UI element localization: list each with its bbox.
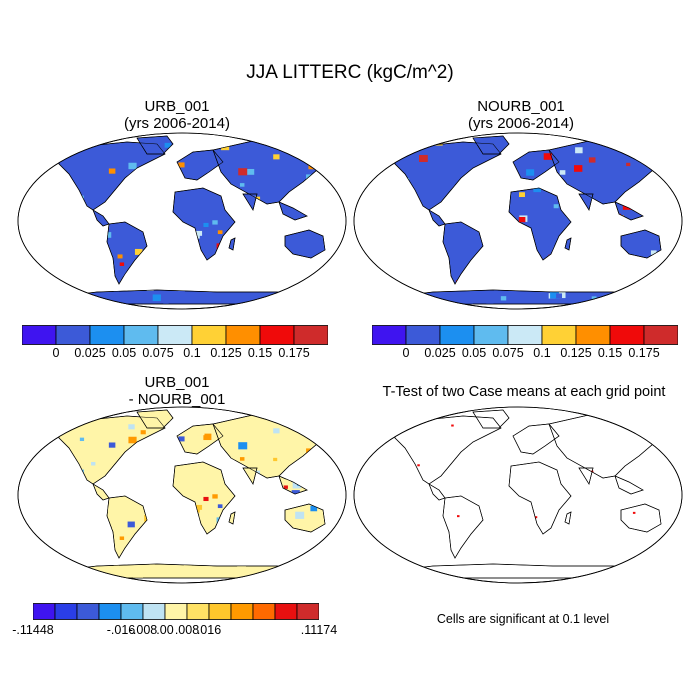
colorbar-tick-label: 0.05 [461,346,487,360]
world-map-icon [17,132,347,310]
colorbar-swatch [439,325,475,345]
colorbar-swatch [142,603,166,620]
colorbar-swatch [98,603,122,620]
panel-title-diff-line1: URB_001 [144,374,210,391]
colorbar-tick-label: 0.075 [142,346,174,360]
colorbar-tick-label: 0.1 [533,346,551,360]
colorbar-tick-label: -.016 [106,623,136,637]
colorbar-tick-label: 0 [52,346,60,360]
colorbar-swatch [120,603,144,620]
colorbar-tick-label: .008 [174,623,200,637]
colorbar-tick-label: 0.15 [597,346,623,360]
panel-title-urb-line1: URB_001 [144,98,210,115]
colorbar-tick-label: 0.075 [492,346,524,360]
colorbar-swatch [164,603,188,620]
colorbar-swatch [473,325,509,345]
world-map-icon [353,406,683,584]
colorbar-top-right [372,325,678,345]
colorbar-tick-label: 0.125 [560,346,592,360]
page-title: JJA LITTERC (kgC/m^2) [246,62,454,83]
map-diff [17,406,347,584]
colorbar-tick-label: -.008 [128,623,158,637]
colorbar-swatch [33,603,56,620]
colorbar-tick-label: 0.1 [183,346,201,360]
colorbar-swatch [296,603,319,620]
colorbar-tick-label: 0.025 [74,346,106,360]
panel-title-ttest-line1: T-Test of two Case means at each grid po… [382,384,666,400]
colorbar-swatch [575,325,611,345]
colorbar-top-left-labels: 0 0.025 0.05 0.075 0.1 0.125 0.15 0.175 [0,346,700,362]
colorbar-top-right-labels: 0 0.025 0.05 0.075 0.1 0.125 0.15 0.175 [0,346,700,362]
panel-title-diff: URB_001 - NOURB_001 [17,374,337,408]
colorbar-swatch [123,325,159,345]
colorbar-tick-label: .016 [196,623,222,637]
colorbar-swatch [252,603,276,620]
colorbar-swatch [405,325,441,345]
colorbar-tick-label: -.11448 [12,623,54,637]
colorbar-tick-label: 0.175 [278,346,310,360]
panel-title-nourb: NOURB_001 (yrs 2006-2014) [361,98,681,132]
colorbar-top-left [22,325,328,345]
colorbar-swatch [643,325,678,345]
colorbar-swatch [372,325,407,345]
colorbar-tick-label: 0.025 [424,346,456,360]
map-urb [17,132,347,310]
colorbar-swatch [157,325,193,345]
world-map-icon [17,406,347,584]
colorbar-tick-label: .00 [156,623,174,637]
colorbar-swatch [186,603,210,620]
colorbar-swatch [225,325,261,345]
colorbar-swatch [208,603,232,620]
colorbar-swatch [22,325,57,345]
panel-title-urb-line2: (yrs 2006-2014) [124,115,230,132]
colorbar-tick-label: .11174 [300,623,338,637]
colorbar-swatch [609,325,645,345]
colorbar-swatch [230,603,254,620]
panel-title-diff-line2: - NOURB_001 [128,391,226,408]
colorbar-tick-label: 0.15 [247,346,273,360]
colorbar-tick-label: 0.05 [111,346,137,360]
panel-title-urb: URB_001 (yrs 2006-2014) [17,98,337,132]
colorbar-bottom [33,603,319,620]
ttest-significance-note: Cells are significant at 0.1 level [436,612,610,626]
colorbar-swatch [54,603,78,620]
colorbar-swatch [541,325,577,345]
panel-title-nourb-line2: (yrs 2006-2014) [468,115,574,132]
colorbar-swatch [55,325,91,345]
colorbar-tick-label: 0 [402,346,410,360]
colorbar-swatch [259,325,295,345]
panel-title-nourb-line1: NOURB_001 [477,98,565,115]
map-ttest [353,406,683,584]
colorbar-swatch [76,603,100,620]
colorbar-swatch [274,603,298,620]
panel-title-ttest: T-Test of two Case means at each grid po… [351,384,697,401]
colorbar-tick-label: 0.175 [628,346,660,360]
colorbar-bottom-labels: -.11448 -.016 -.008.00.008.016 .11174 [0,623,700,639]
world-map-icon [353,132,683,310]
colorbar-swatch [89,325,125,345]
colorbar-swatch [293,325,328,345]
colorbar-swatch [507,325,543,345]
map-nourb [353,132,683,310]
colorbar-swatch [191,325,227,345]
colorbar-tick-label: 0.125 [210,346,242,360]
